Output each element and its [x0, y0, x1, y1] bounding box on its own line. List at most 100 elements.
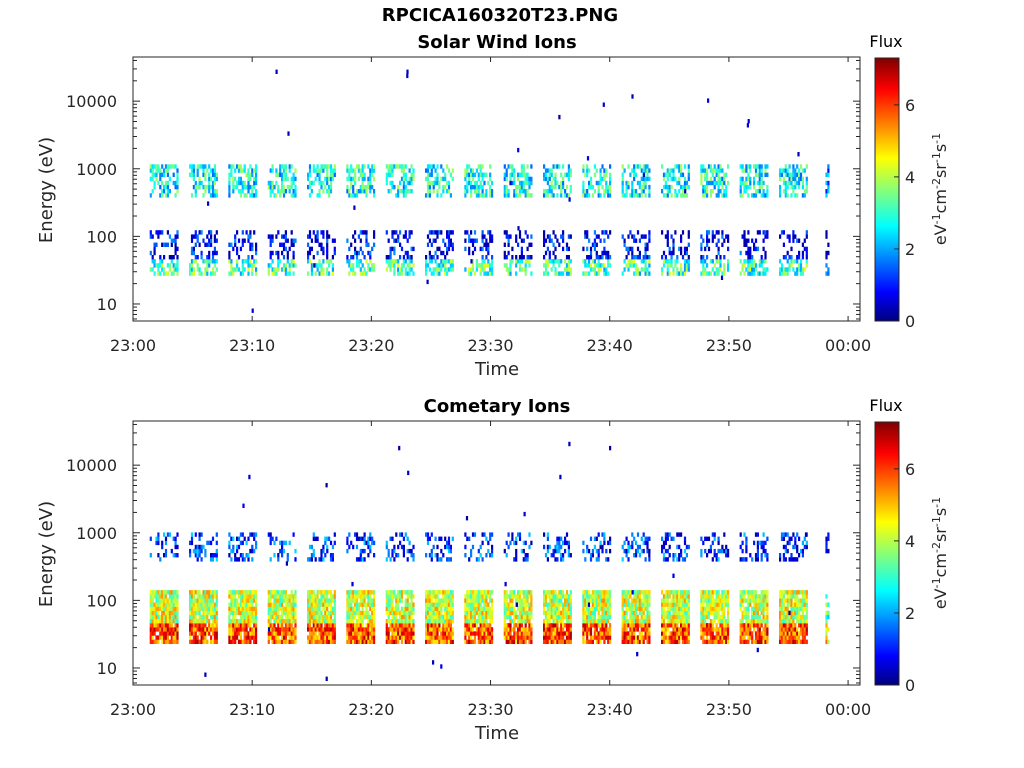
heatmap-cell [176, 590, 179, 595]
heatmap-cell [444, 639, 447, 644]
heatmap-cell [153, 180, 156, 186]
heatmap-cell [249, 627, 252, 632]
heatmap-cell [249, 259, 252, 264]
heatmap-cell [239, 594, 242, 599]
heatmap-cell [567, 176, 570, 182]
heatmap-cell [548, 602, 551, 607]
heatmap-cell [707, 238, 711, 243]
heatmap-cell [333, 532, 336, 537]
heatmap-cell [507, 189, 510, 194]
heatmap-cell [387, 594, 390, 599]
heatmap-cell [432, 590, 435, 595]
heatmap-cell [348, 271, 351, 276]
heatmap-cell [588, 271, 591, 276]
heatmap-cell [741, 176, 744, 182]
heatmap-cell [584, 614, 587, 620]
heatmap-cell [354, 594, 357, 599]
heatmap-cell [168, 639, 171, 644]
heatmap-cell [412, 553, 415, 558]
heatmap-cell [234, 602, 237, 607]
heatmap-cell [554, 606, 557, 611]
heatmap-cell [324, 176, 327, 182]
heatmap-cell [505, 255, 508, 260]
heatmap-cell [331, 598, 334, 603]
heatmap-cell [402, 234, 405, 239]
heatmap-cell [230, 598, 233, 603]
heatmap-cell [489, 536, 492, 541]
heatmap-cell [672, 250, 675, 256]
heatmap-cell [477, 598, 480, 603]
heatmap-cell [333, 172, 336, 177]
heatmap-cell [243, 627, 246, 632]
heatmap-cell [635, 255, 638, 260]
heatmap-cell [760, 168, 763, 173]
heatmap-cell [208, 627, 211, 632]
heatmap-cell [805, 189, 808, 194]
heatmap-cell [593, 230, 596, 235]
heatmap-cell [371, 590, 374, 595]
heatmap-cell [648, 230, 651, 235]
heatmap-cell [584, 602, 587, 607]
heatmap-cell [277, 590, 280, 595]
heatmap-cell [308, 623, 312, 628]
heatmap-cell [670, 168, 673, 173]
heatmap-cell [232, 544, 235, 550]
heatmap-cell [215, 598, 218, 603]
heatmap-cell [322, 234, 325, 239]
heatmap-cell [168, 627, 171, 632]
heatmap-cell [513, 193, 516, 198]
heatmap-cell [642, 267, 645, 272]
heatmap-cell [393, 619, 396, 624]
heatmap-cell [593, 172, 596, 177]
heatmap-cell [471, 639, 475, 644]
heatmap-cell [544, 172, 548, 177]
heatmap-cell [468, 238, 471, 243]
heatmap-cell [567, 548, 570, 554]
heatmap-cell [399, 189, 402, 194]
heatmap-cell [591, 193, 594, 198]
heatmap-cell [241, 259, 244, 264]
heatmap-cell [683, 246, 687, 252]
heatmap-cell [357, 594, 360, 599]
heatmap-cell [355, 557, 359, 562]
heatmap-cell [788, 180, 791, 186]
heatmap-cell [481, 259, 484, 264]
heatmap-cell [681, 172, 685, 177]
heatmap-cell [350, 590, 353, 595]
heatmap-cell [584, 263, 587, 268]
heatmap-cell [393, 610, 396, 616]
heatmap-cell [520, 614, 523, 620]
heatmap-cell [530, 598, 533, 603]
heatmap-cell [211, 606, 215, 611]
heatmap-cell [582, 606, 585, 611]
heatmap-cell [426, 164, 430, 169]
heatmap-cell [397, 259, 400, 264]
heatmap-cell [230, 168, 233, 173]
heatmap-cell [352, 619, 355, 624]
heatmap-cell [194, 635, 197, 640]
heatmap-cell [168, 631, 171, 636]
heatmap-cell [603, 263, 606, 268]
heatmap-cell [363, 172, 366, 177]
heatmap-cell [749, 246, 752, 252]
heatmap-cell [544, 635, 548, 640]
heatmap-cell [565, 619, 569, 624]
heatmap-cell [758, 180, 761, 186]
heatmap-cell [623, 267, 626, 272]
heatmap-cell [282, 610, 286, 616]
heatmap-cell [582, 189, 585, 194]
heatmap-cell [318, 590, 321, 595]
heatmap-cell [389, 598, 392, 603]
heatmap-cell [361, 164, 364, 169]
heatmap-cell [228, 635, 231, 640]
heatmap-cell [706, 184, 709, 190]
cometary-panel: Cometary Ions 23:00 23:10 23:20 23:30 23:40 2… [36, 396, 950, 744]
heatmap-cell [402, 536, 405, 541]
heatmap-cell [208, 250, 211, 256]
heatmap-cell [395, 164, 398, 169]
heatmap-cell [428, 536, 431, 541]
heatmap-cell [198, 598, 201, 603]
heatmap-cell [354, 271, 357, 276]
heatmap-cell [556, 639, 559, 644]
heatmap-cell [451, 230, 454, 235]
